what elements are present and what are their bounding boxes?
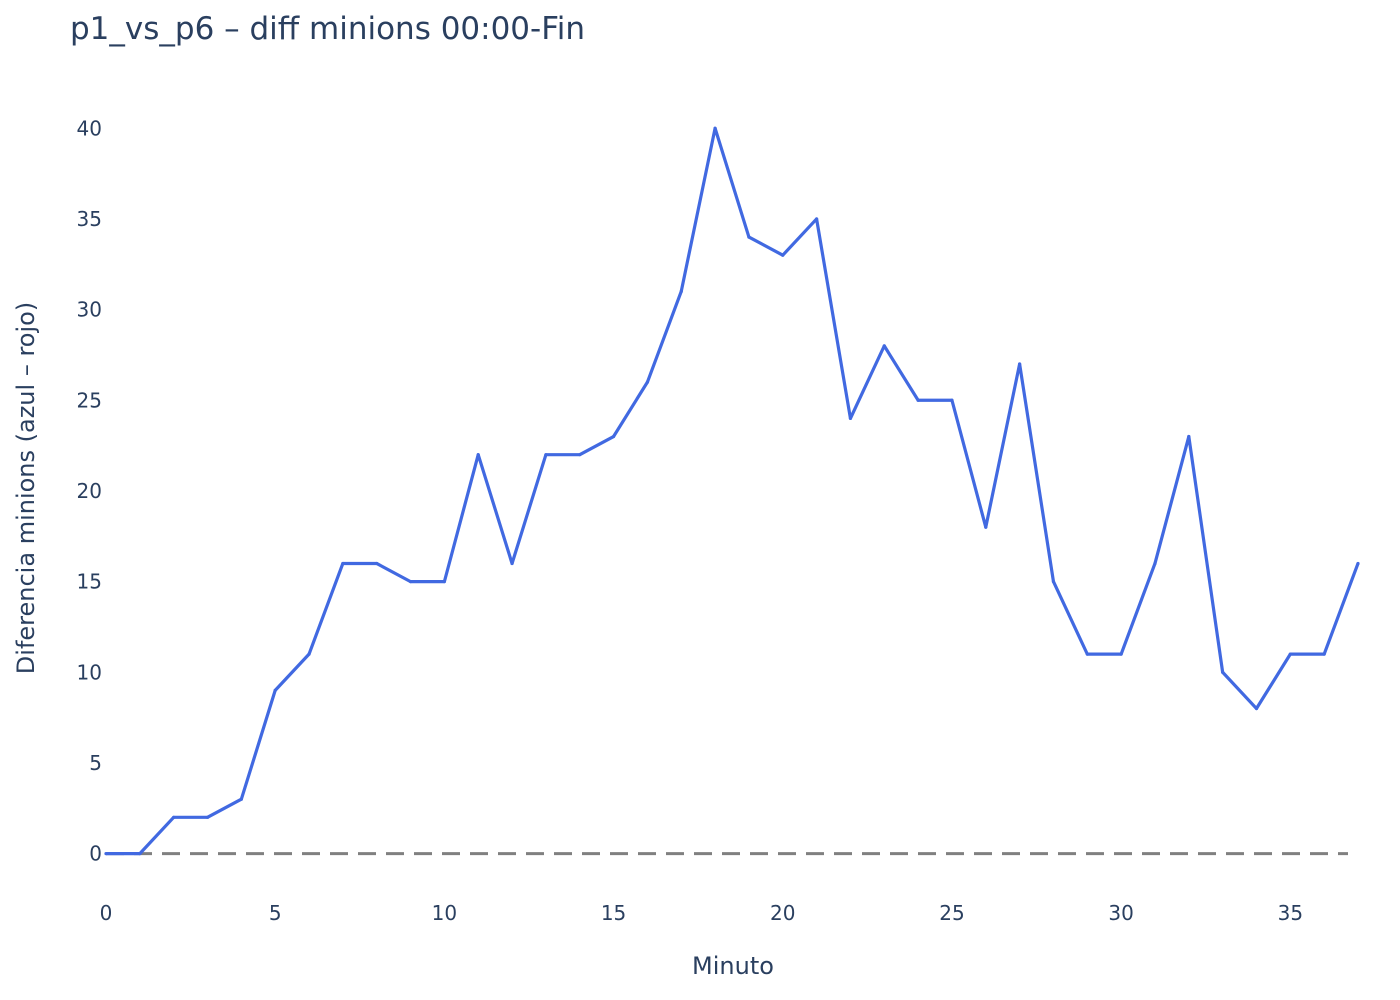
x-tick-label: 15	[601, 901, 626, 925]
data-point	[848, 416, 853, 420]
data-point	[984, 525, 988, 529]
data-point	[1254, 706, 1259, 711]
y-tick-label: 25	[77, 388, 102, 412]
y-tick-label: 0	[89, 842, 102, 866]
x-tick-label: 25	[939, 901, 964, 925]
data-point	[916, 398, 920, 402]
data-point	[1153, 561, 1157, 566]
y-tick-label: 35	[77, 207, 102, 231]
data-point	[1356, 561, 1360, 566]
y-tick-label: 20	[77, 479, 102, 503]
y-axis-title: Diferencia minions (azul – rojo)	[12, 302, 40, 674]
data-point	[645, 380, 650, 384]
x-tick-label: 10	[432, 901, 457, 925]
data-point	[476, 453, 480, 457]
y-tick-label: 15	[77, 570, 102, 594]
data-point	[1322, 652, 1326, 656]
data-point	[882, 344, 886, 348]
data-point	[611, 434, 616, 439]
chart-title: p1_vs_p6 – diff minions 00:00-Fin	[70, 11, 585, 47]
data-point	[273, 688, 277, 693]
data-point	[1051, 580, 1056, 584]
data-point	[1288, 652, 1292, 656]
data-point	[307, 652, 311, 656]
x-tick-label: 0	[100, 901, 113, 925]
data-point	[544, 453, 548, 457]
y-tick-label: 30	[77, 298, 102, 322]
data-point	[1018, 362, 1022, 366]
data-point	[1187, 434, 1191, 439]
data-point	[1221, 670, 1225, 674]
data-point	[713, 126, 717, 130]
y-tick-label: 40	[77, 116, 102, 140]
x-tick-label: 30	[1108, 901, 1133, 925]
data-point	[1119, 652, 1123, 656]
data-point	[781, 253, 785, 257]
y-tick-label: 10	[77, 660, 102, 684]
x-tick-label: 5	[269, 901, 282, 925]
data-point	[341, 561, 345, 566]
data-point	[679, 289, 683, 294]
data-point	[747, 235, 751, 239]
data-point	[172, 815, 176, 819]
data-point	[138, 852, 142, 856]
data-point	[442, 580, 446, 584]
y-tick-label: 5	[89, 751, 102, 775]
series-line	[106, 126, 1360, 856]
data-point	[1085, 652, 1089, 656]
data-point	[510, 561, 514, 566]
data-point	[104, 852, 108, 856]
data-point	[239, 797, 243, 801]
y-axis-ticks: 0 5 10 15 20 25 30 35 40	[77, 116, 102, 865]
data-point	[578, 453, 582, 457]
x-tick-label: 20	[770, 901, 795, 925]
x-tick-label: 35	[1278, 901, 1303, 925]
data-point	[408, 580, 413, 584]
x-axis-ticks: 0 5 10 15 20 25 30 35	[100, 901, 1303, 925]
data-point	[814, 217, 819, 221]
data-point	[205, 815, 210, 819]
data-point	[375, 561, 379, 566]
data-points	[104, 126, 1360, 856]
data-point	[950, 398, 954, 402]
x-axis-title: Minuto	[692, 952, 774, 980]
